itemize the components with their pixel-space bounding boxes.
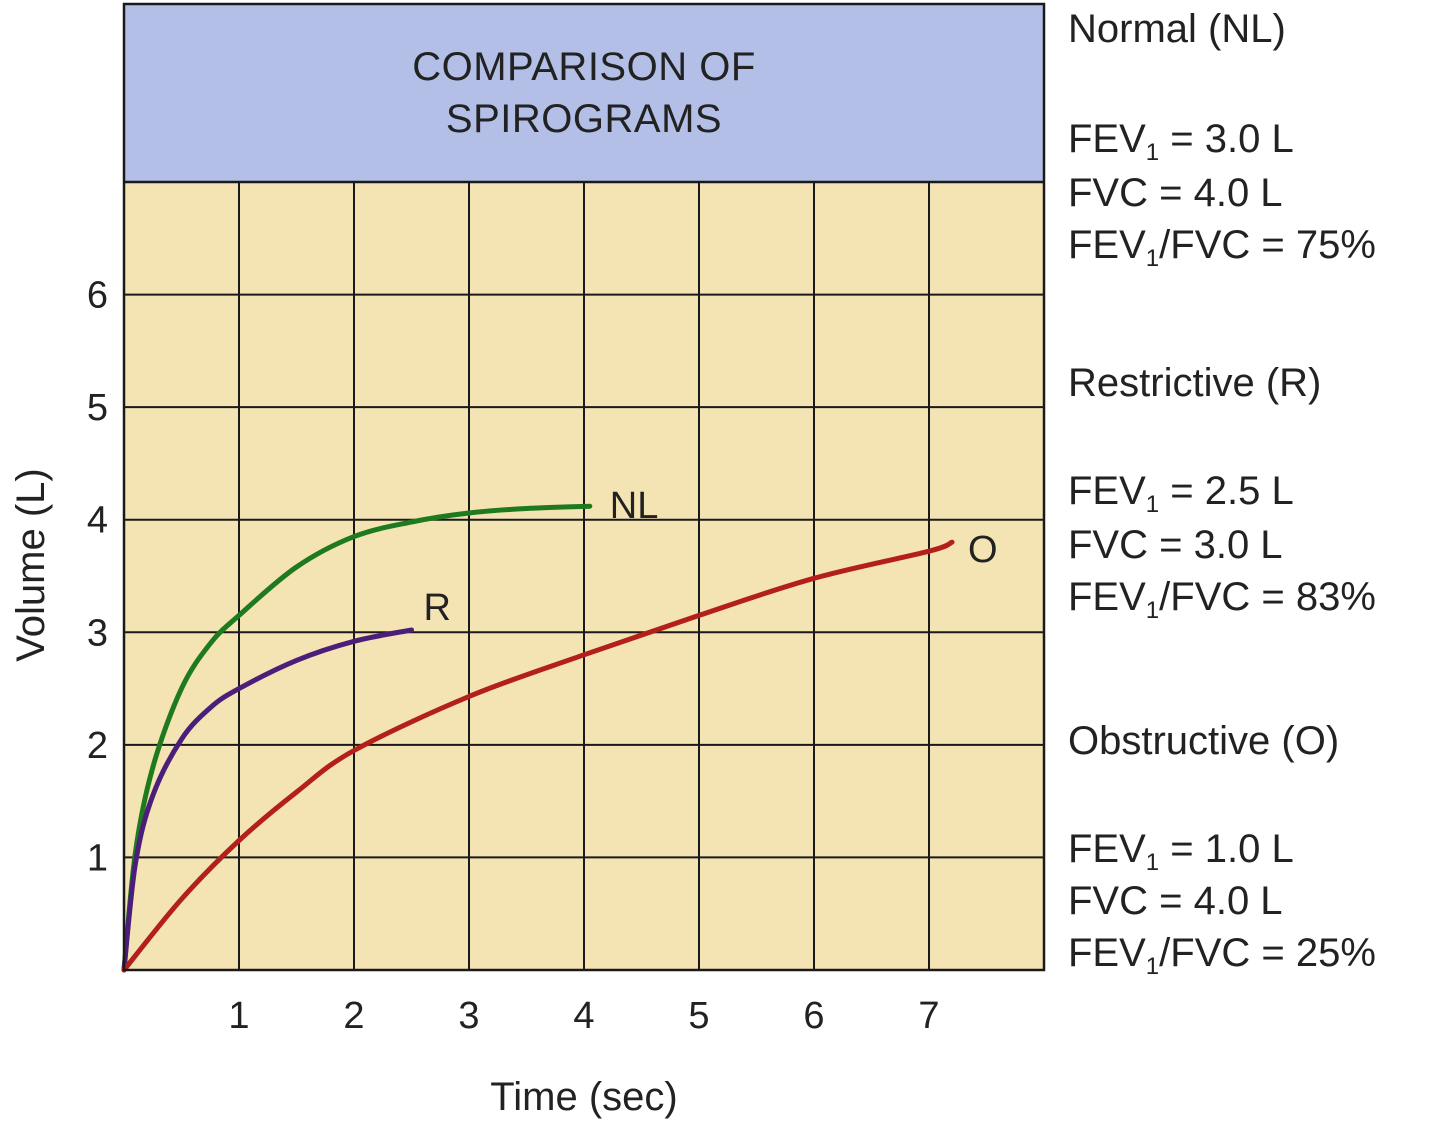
fev1-value: = 3.0 L (1159, 117, 1294, 161)
legend-fev1: FEV1 = 3.0 L (1068, 116, 1294, 165)
series-label-nl: NL (610, 485, 659, 527)
title-band (124, 4, 1044, 182)
legend-fvc: FVC = 4.0 L (1068, 171, 1283, 215)
series-line-nl (121, 503, 593, 973)
series-label-o: O (968, 529, 998, 571)
fev1-subscript: 1 (1145, 491, 1160, 518)
x-tick-label: 1 (228, 995, 249, 1037)
fev1-value: = 2.5 L (1159, 469, 1294, 513)
fev1-label: FEV (1068, 117, 1146, 161)
ratio-value: /FVC = 75% (1159, 223, 1376, 267)
ratio-subscript: 1 (1145, 953, 1160, 980)
x-tick-label: 3 (458, 995, 479, 1037)
ratio-subscript: 1 (1145, 597, 1160, 624)
fev1-label: FEV (1068, 827, 1146, 871)
legend-fev1: FEV1 = 1.0 L (1068, 826, 1294, 875)
y-axis-ticks: 1 2 3 4 5 6 (87, 275, 108, 880)
series-label-r: R (424, 587, 451, 629)
fev1-value: = 1.0 L (1159, 827, 1294, 871)
x-tick-label: 2 (343, 995, 364, 1037)
x-axis-label: Time (sec) (490, 1075, 677, 1119)
chart-title-line-2: SPIROGRAMS (446, 97, 722, 141)
legend-name: Obstructive (O) (1068, 719, 1340, 763)
ratio-value: /FVC = 83% (1159, 575, 1376, 619)
legend-name: Normal (NL) (1068, 7, 1286, 51)
ratio-value: /FVC = 25% (1159, 931, 1376, 975)
series-line-o (121, 539, 955, 973)
curves (121, 503, 955, 973)
x-axis-ticks: 1 2 3 4 5 6 7 (228, 995, 939, 1037)
y-tick-label: 6 (87, 275, 108, 317)
legend-ratio: FEV1/FVC = 75% (1068, 222, 1376, 271)
fev1-subscript: 1 (1145, 849, 1160, 876)
x-tick-label: 7 (918, 995, 939, 1037)
chart-title-line-1: COMPARISON OF (412, 45, 756, 89)
ratio-label: FEV (1068, 223, 1146, 267)
legend-fvc: FVC = 4.0 L (1068, 879, 1283, 923)
legend-ratio: FEV1/FVC = 83% (1068, 574, 1376, 623)
curve-labels: NL R O (424, 485, 998, 629)
y-tick-label: 4 (87, 500, 108, 542)
x-tick-label: 6 (803, 995, 824, 1037)
y-axis-label: Volume (L) (9, 468, 53, 661)
y-tick-label: 5 (87, 387, 108, 429)
legend-ratio: FEV1/FVC = 25% (1068, 930, 1376, 979)
series-line-r (121, 627, 414, 973)
y-tick-label: 1 (87, 837, 108, 879)
fev1-subscript: 1 (1145, 139, 1160, 166)
y-tick-label: 2 (87, 725, 108, 767)
fev1-label: FEV (1068, 469, 1146, 513)
chart-frame (122, 2, 1046, 972)
ratio-subscript: 1 (1145, 245, 1160, 272)
ratio-label: FEV (1068, 931, 1146, 975)
legend-name: Restrictive (R) (1068, 361, 1322, 405)
x-tick-label: 5 (688, 995, 709, 1037)
legend-fvc: FVC = 3.0 L (1068, 523, 1283, 567)
x-tick-label: 4 (573, 995, 594, 1037)
ratio-label: FEV (1068, 575, 1146, 619)
y-tick-label: 3 (87, 612, 108, 654)
legend-fev1: FEV1 = 2.5 L (1068, 468, 1294, 517)
